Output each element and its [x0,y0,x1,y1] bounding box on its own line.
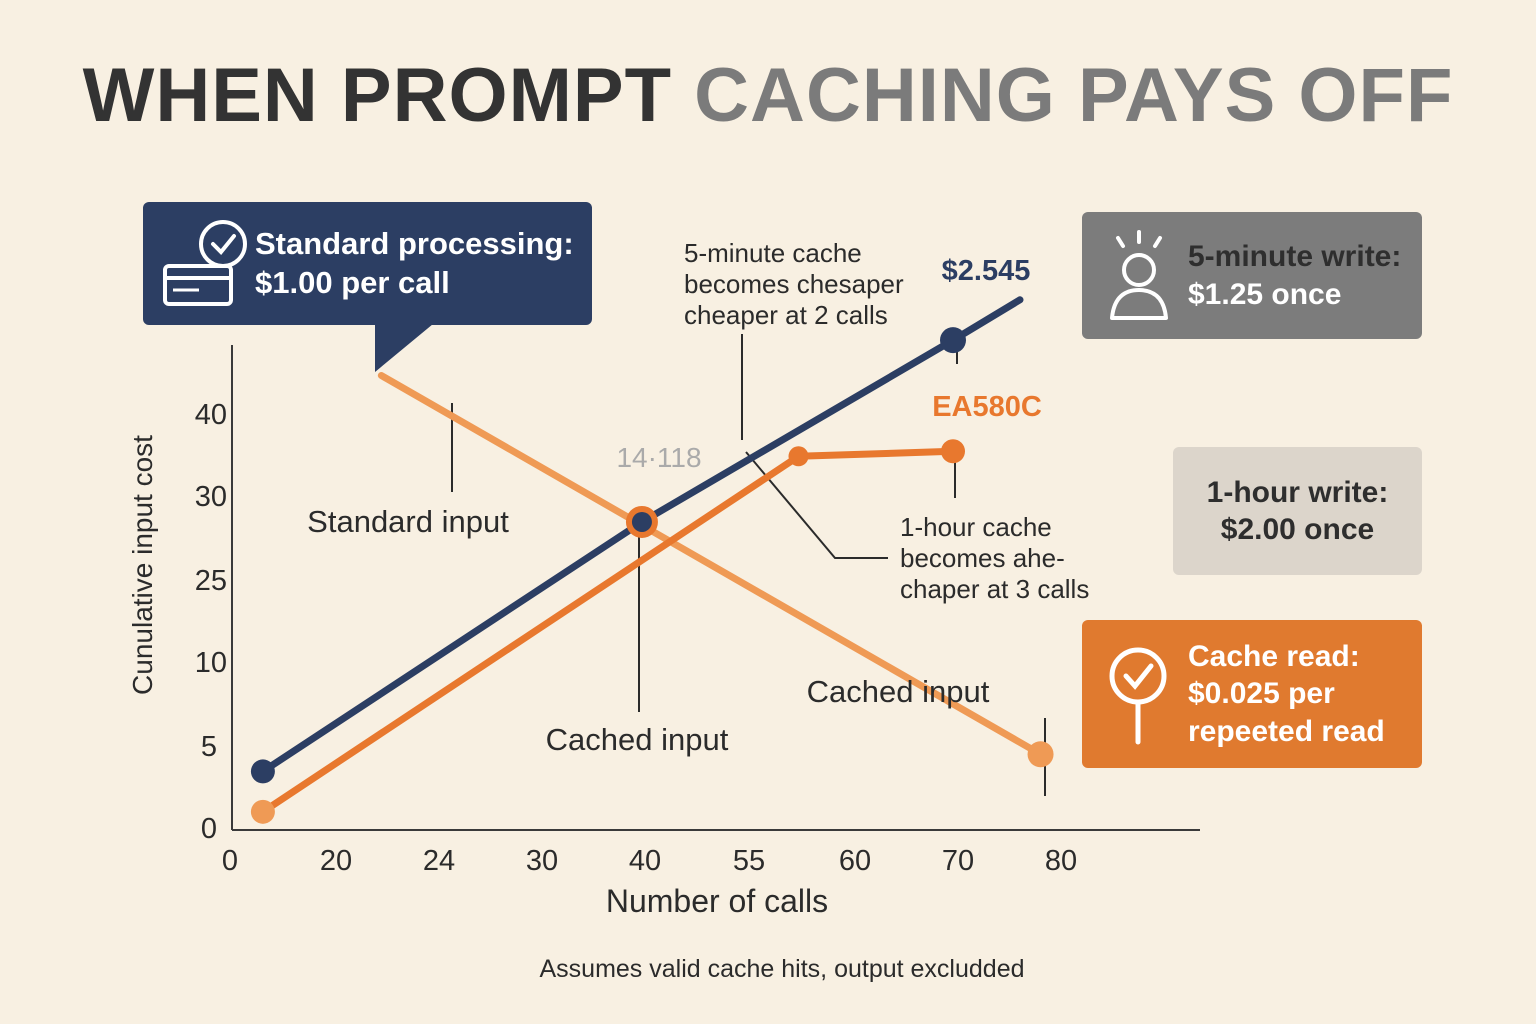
x-tick-label: 24 [423,845,455,877]
annotation-line: 5-minute cache [684,238,862,268]
y-axis-title: Cunulative input cost [127,435,158,695]
cache-box-line-3: repeeted read [1188,714,1385,748]
one-hour-box-line-2: $2.00 once [1220,513,1375,546]
data-point-cached-mid [788,446,809,467]
standard-processing-box: Standard processing: $1.00 per call [143,202,592,372]
cache-read-box: Cache read: $0.025 per repeeted read [1082,620,1422,768]
x-tick-label: 40 [629,845,661,877]
annotation-5min: 5-minute cache becomes chesaper cheaper … [684,238,904,330]
x-tick-label: 30 [526,845,558,877]
standard-box-line-1: Standard processing: [255,225,574,261]
five-min-box-line-1: 5-minute write: [1188,240,1402,273]
chart-title: WHEN PROMPT CACHING PAYS OFF [0,52,1536,139]
data-point-standard-start [250,759,275,784]
one-hour-box-line-1: 1-hour write: [1206,475,1389,509]
callout-tail [375,324,433,372]
x-tick-label: 70 [942,845,974,877]
annotation-line: becomes ahe- [900,543,1065,573]
annotation-line: 1-hour cache [900,512,1052,542]
y-tick-labels: 0 5 10 25 30 40 [195,399,227,845]
y-tick-label: 25 [195,565,227,597]
data-point-descending-end [1027,741,1054,768]
person-icon [1104,230,1174,327]
x-tick-labels: 0 20 24 30 40 55 60 70 80 [222,845,1077,877]
data-point-cached-start [250,799,275,824]
annotation-line: becomes chesaper [684,269,904,299]
x-axis-title: Number of calls [606,883,828,919]
card-check-icon [159,216,249,313]
y-tick-label: 30 [195,481,227,513]
annotation-line: chaper at 3 calls [900,574,1089,604]
x-tick-label: 60 [839,845,871,877]
x-tick-label: 0 [222,845,238,877]
title-part-2: CACHING PAYS OFF [694,53,1454,138]
data-point-crossover [631,511,652,532]
y-tick-label: 40 [195,399,227,431]
data-point-standard-end [940,327,966,354]
y-tick-label: 0 [201,813,217,845]
five-min-box-line-2: $1.25 once [1188,277,1342,311]
annotation-line: cheaper at 2 calls [684,300,888,330]
series-label-cached-input-right: Cached input [807,674,990,709]
y-tick-label: 10 [195,647,227,679]
crossover-label: 14·118 [616,442,701,473]
x-tick-label: 20 [320,845,352,877]
point-label-standard: $2.545 [942,255,1031,287]
one-hour-write-box: 1-hour write: $2.00 once [1173,447,1422,575]
footnote: Assumes valid cache hits, output excludd… [540,955,1025,983]
leader-1hour [745,451,888,559]
x-tick-label: 80 [1045,845,1077,877]
x-tick-label: 55 [733,845,765,877]
magnifier-check-icon [1108,644,1172,753]
series-line-standard-input [259,296,1024,775]
five-minute-write-box: 5-minute write: $1.25 once [1082,212,1422,339]
series-line-descending [377,372,1045,758]
standard-box-line-2: $1.00 per call [255,264,450,300]
title-part-1: WHEN PROMPT [82,53,673,138]
annotation-1hour: 1-hour cache becomes ahe- chaper at 3 ca… [900,512,1089,604]
cache-box-line-1: Cache read: [1188,639,1360,673]
series-label-cached-input: Cached input [546,722,729,757]
y-tick-label: 5 [201,731,217,763]
cache-box-line-2: $0.025 per [1188,677,1335,711]
data-point-cached-end [941,439,965,464]
point-label-cached: EA580C [932,391,1042,423]
series-label-standard-input: Standard input [307,504,509,539]
